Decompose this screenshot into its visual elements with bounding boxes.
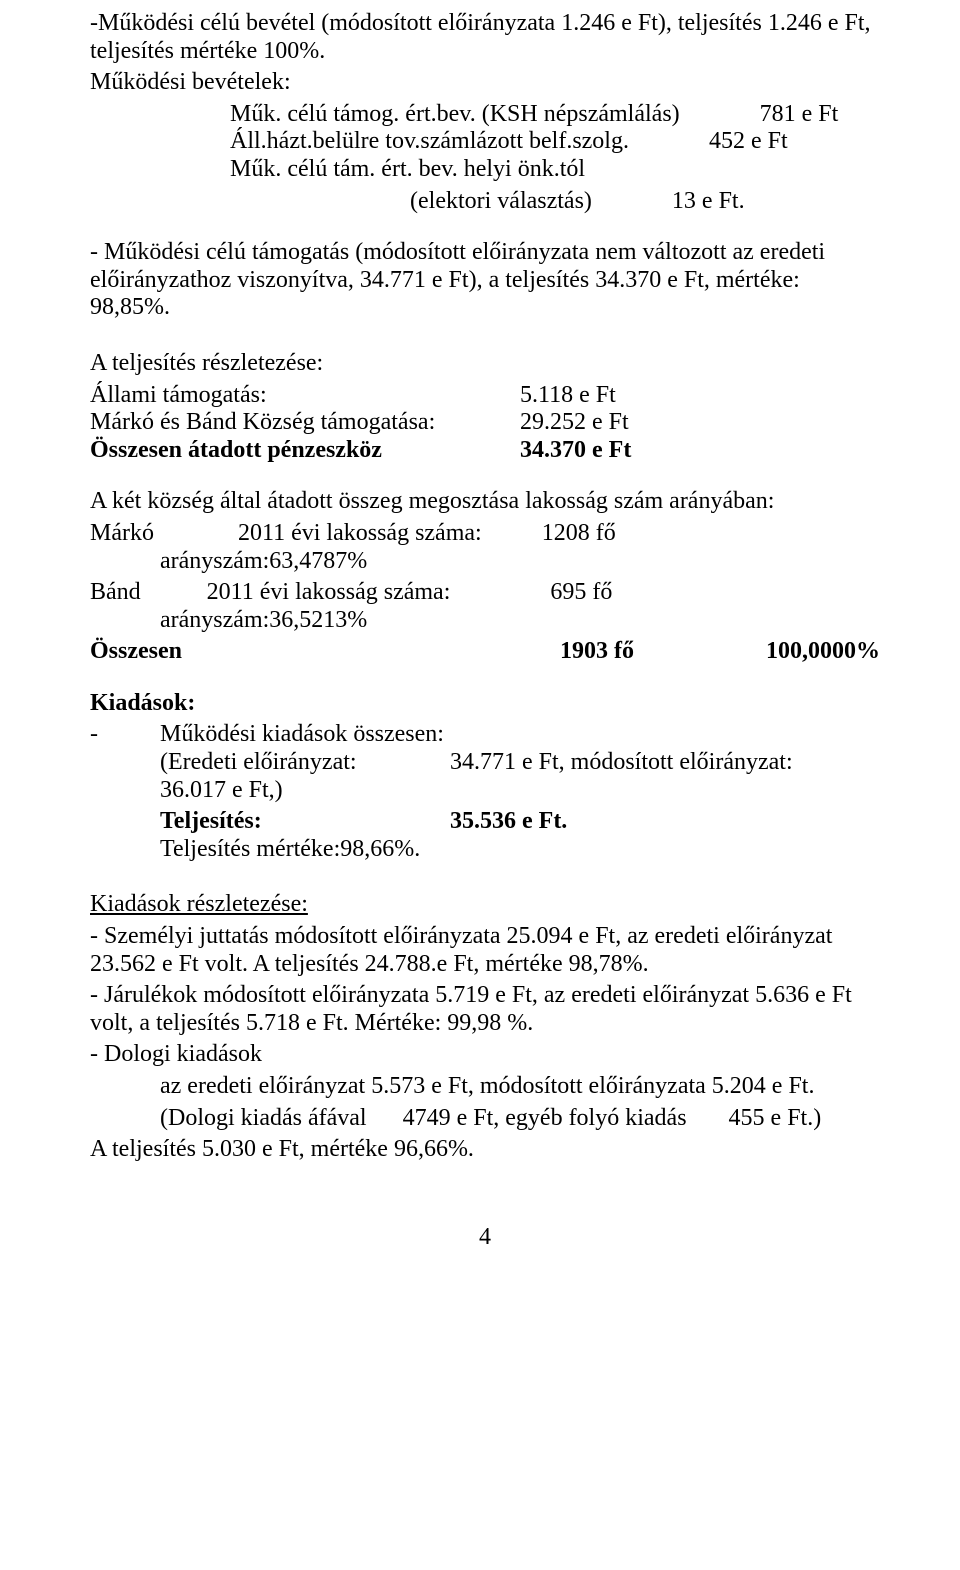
muk-row3-label: Műk. célú tám. ért. bev. helyi önk.tól [90,156,880,184]
kiad-line1: Működési kiadások összesen: [160,721,444,749]
band-arany: arányszám:36,5213% [90,607,880,635]
band-value: 695 fő [450,579,612,607]
dologi-l2: (Dologi kiadás áfával 4749 e Ft, egyéb f… [90,1105,880,1133]
muk-row1-label: Műk. célú támog. ért.bev. (KSH népszámlá… [230,101,680,129]
kiad-row1: - Működési kiadások összesen: [90,721,880,749]
reszlet-row-2: Márkó és Bánd Község támogatása: 29.252 … [90,409,880,437]
reszlet-r3-value: 34.370 e Ft [520,437,631,465]
jarulek-para: - Járulékok módosított előirányzata 5.71… [90,982,880,1037]
kiad-bullet: - [90,721,160,749]
page-number: 4 [90,1224,880,1252]
band-label: Bánd 2011 évi lakosság száma: [90,579,450,607]
reszlet-row-1: Állami támogatás: 5.118 e Ft [90,382,880,410]
muk-bev-header: Működési bevételek: [90,69,880,97]
marko-row: Márkó 2011 évi lakosság száma: 1208 fő [90,520,880,548]
tamogatas-para: - Működési célú támogatás (módosított el… [90,239,880,322]
muk-row2-value: 452 e Ft [629,128,788,156]
telj-mertek: Teljesítés mértéke:98,66%. [90,836,880,864]
telj-row: Teljesítés: 35.536 e Ft. [90,808,880,836]
reszlet-r2-value: 29.252 e Ft [520,409,629,437]
reszlet-r1-label: Állami támogatás: [90,382,520,410]
marko-value: 1208 fő [482,520,616,548]
osszesen-pct: 100,0000% [670,638,880,666]
reszlet-r1-value: 5.118 e Ft [520,382,616,410]
muk-row2-label: Áll.házt.belülre tov.számlázott belf.szo… [230,128,629,156]
marko-label: Márkó 2011 évi lakosság száma: [90,520,482,548]
kiad-line2b: 34.771 e Ft, módosított előirányzat: [450,749,793,777]
muk-row-2: Áll.házt.belülre tov.számlázott belf.szo… [90,128,880,156]
dologi-header: - Dologi kiadások [90,1041,880,1069]
dologi-final: A teljesítés 5.030 e Ft, mértéke 96,66%. [90,1136,880,1164]
dologi-l1: az eredeti előirányzat 5.573 e Ft, módos… [90,1073,880,1101]
reszlet-r2-label: Márkó és Bánd Község támogatása: [90,409,520,437]
osszesen-row: Összesen 1903 fő 100,0000% [90,638,880,666]
muk-row-1: Műk. célú támog. ért.bev. (KSH népszámlá… [90,101,880,129]
reszlet-header: A teljesítés részletezése: [90,350,880,378]
muk-row3-sublabel: (elektori választás) [410,188,592,216]
telj-value: 35.536 e Ft. [450,808,567,836]
kiadasok-header: Kiadások: [90,690,880,718]
reszlet-row-3: Összesen átadott pénzeszköz 34.370 e Ft [90,437,880,465]
telj-label: Teljesítés: [160,808,450,836]
kiad-reszlet-header: Kiadások részletezése: [90,891,880,919]
reszlet-r3-label: Összesen átadott pénzeszköz [90,437,520,465]
muk-row1-value: 781 e Ft [680,101,839,129]
band-row: Bánd 2011 évi lakosság száma: 695 fő [90,579,880,607]
muk-row3-value: 13 e Ft. [592,188,745,216]
osszesen-fo: 1903 fő [390,638,670,666]
muk-row-3-sub: (elektori választás) 13 e Ft. [90,188,880,216]
marko-arany: arányszám:63,4787% [90,548,880,576]
kozseg-header: A két község által átadott összeg megosz… [90,488,880,516]
osszesen-label: Összesen [90,638,390,666]
document-page: -Működési célú bevétel (módosított előir… [0,0,960,1291]
kiad-row2: (Eredeti előirányzat: 34.771 e Ft, módos… [90,749,880,777]
kiad-line3: 36.017 e Ft,) [90,777,880,805]
szemelyi-para: - Személyi juttatás módosított előirányz… [90,923,880,978]
kiad-line2a: (Eredeti előirányzat: [160,749,450,777]
intro-para: -Működési célú bevétel (módosított előir… [90,10,880,65]
